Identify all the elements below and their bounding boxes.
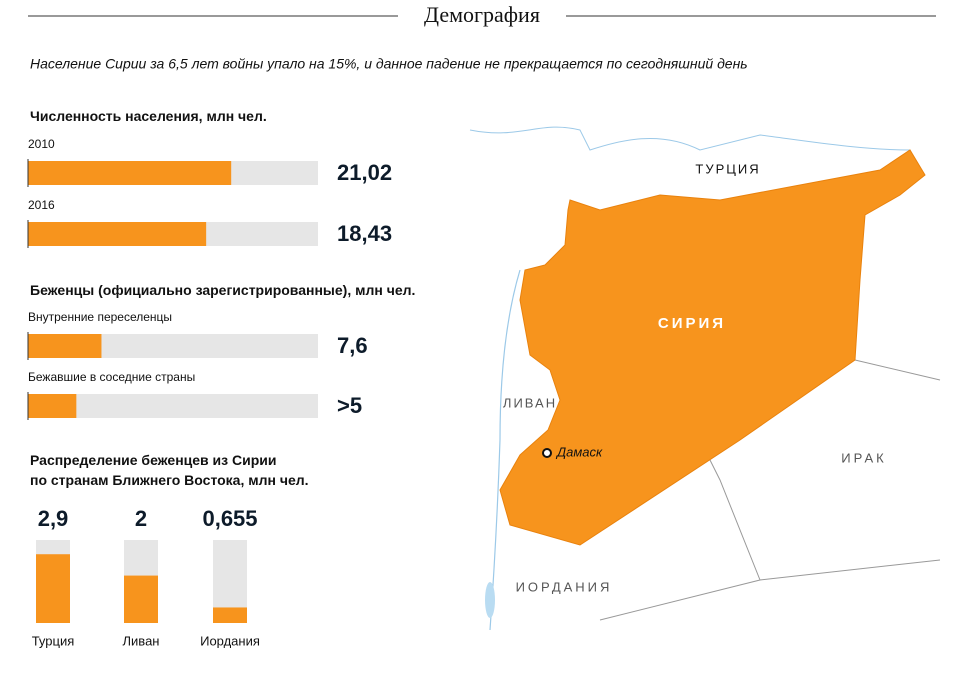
bar bbox=[28, 334, 102, 358]
country-label: ЛИВАН bbox=[503, 395, 557, 410]
chart-title: Численность населения, млн чел. bbox=[30, 108, 267, 124]
bar bbox=[36, 554, 70, 623]
subtitle: Население Сирии за 6,5 лет войны упало н… bbox=[30, 56, 748, 72]
country-label: ИОРДАНИЯ bbox=[516, 579, 613, 594]
value-label: 2 bbox=[135, 506, 147, 531]
bar bbox=[213, 607, 247, 623]
value-label: 18,43 bbox=[337, 221, 392, 246]
country-label: ИРАК bbox=[841, 450, 886, 465]
category-label: Иордания bbox=[200, 633, 260, 648]
value-label: 2,9 bbox=[38, 506, 69, 531]
category-label: 2010 bbox=[28, 137, 55, 151]
page-title: Демография bbox=[424, 2, 540, 27]
value-label: 0,655 bbox=[202, 506, 257, 531]
coast bbox=[489, 269, 521, 631]
dead-sea bbox=[485, 582, 495, 618]
chart-title: Беженцы (официально зарегистрированные),… bbox=[30, 282, 416, 298]
syria bbox=[499, 149, 926, 546]
bar bbox=[28, 222, 207, 246]
bar bbox=[28, 161, 232, 185]
value-label: 7,6 bbox=[337, 333, 368, 358]
city-marker bbox=[542, 448, 552, 458]
category-label: Ливан bbox=[123, 633, 160, 648]
value-label: >5 bbox=[337, 393, 362, 418]
category-label: Внутренние переселенцы bbox=[28, 310, 172, 324]
bar bbox=[124, 575, 158, 623]
category-label: 2016 bbox=[28, 198, 55, 212]
chart-title: Распределение беженцев из Сирии по стран… bbox=[30, 452, 309, 488]
coast bbox=[469, 126, 911, 151]
bar-track bbox=[28, 394, 318, 418]
map: ТУРЦИЯ СИРИЯ ЛИВАН ИРАК ИОРДАНИЯ Дамаск bbox=[469, 126, 941, 631]
city-label: Дамаск bbox=[555, 444, 603, 459]
category-label: Турция bbox=[32, 633, 75, 648]
country-label: СИРИЯ bbox=[658, 315, 726, 332]
bar bbox=[28, 394, 77, 418]
category-label: Бежавшие в соседние страны bbox=[28, 370, 195, 384]
country-label: ТУРЦИЯ bbox=[695, 161, 760, 176]
value-label: 21,02 bbox=[337, 160, 392, 185]
